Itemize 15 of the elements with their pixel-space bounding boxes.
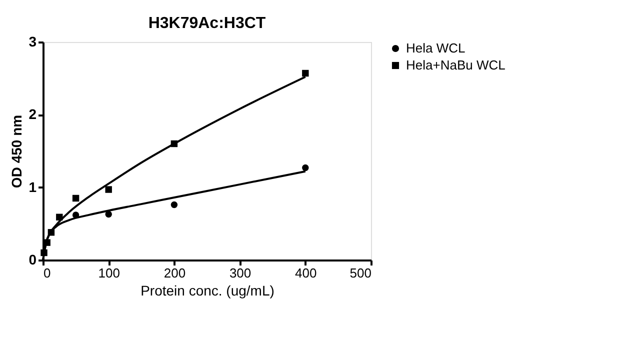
y-tick-label: 3 bbox=[28, 34, 37, 50]
y-tick-label: 1 bbox=[28, 178, 37, 195]
legend-label: Hela+NaBu WCL bbox=[406, 58, 506, 72]
legend-label: Hela WCL bbox=[406, 40, 466, 56]
chart-title: H3K79Ac:H3CT bbox=[148, 15, 266, 32]
y-tick-label: 0 bbox=[28, 252, 37, 268]
x-tick-label: 500 bbox=[350, 266, 372, 280]
y-tick-label: 2 bbox=[28, 106, 37, 122]
x-tick-label: 200 bbox=[164, 266, 186, 280]
x-tick-label: 400 bbox=[295, 266, 317, 280]
x-tick-label: 0 bbox=[44, 266, 51, 280]
x-axis-title: Protein conc. (ug/mL) bbox=[140, 282, 274, 298]
x-tick-label: 300 bbox=[229, 266, 252, 280]
y-axis-title: OD 450 nm bbox=[8, 114, 25, 188]
x-tick-label: 100 bbox=[98, 266, 120, 280]
